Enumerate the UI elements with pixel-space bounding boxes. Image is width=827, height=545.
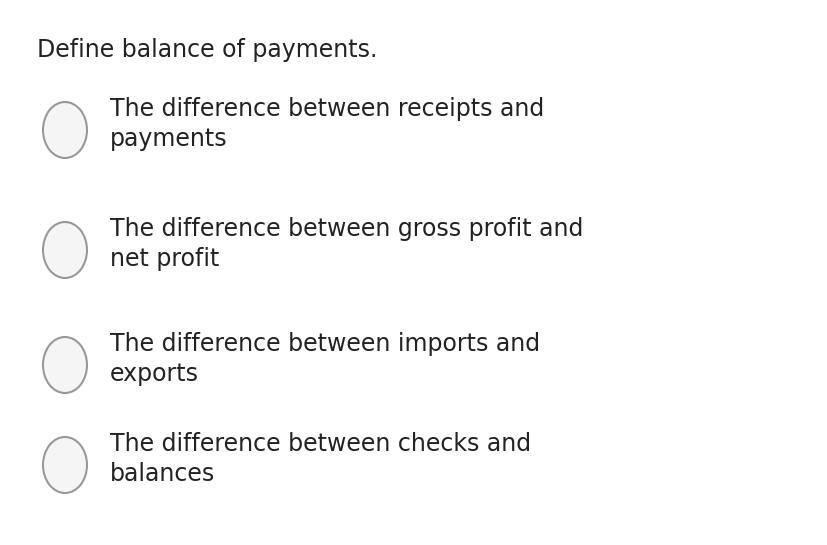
Ellipse shape xyxy=(43,337,87,393)
Text: The difference between receipts and
payments: The difference between receipts and paym… xyxy=(110,96,543,152)
Ellipse shape xyxy=(43,437,87,493)
Text: The difference between checks and
balances: The difference between checks and balanc… xyxy=(110,432,530,486)
Text: The difference between imports and
exports: The difference between imports and expor… xyxy=(110,332,539,386)
Ellipse shape xyxy=(43,222,87,278)
Text: Define balance of payments.: Define balance of payments. xyxy=(37,38,377,62)
Text: The difference between gross profit and
net profit: The difference between gross profit and … xyxy=(110,217,583,271)
Ellipse shape xyxy=(43,102,87,158)
